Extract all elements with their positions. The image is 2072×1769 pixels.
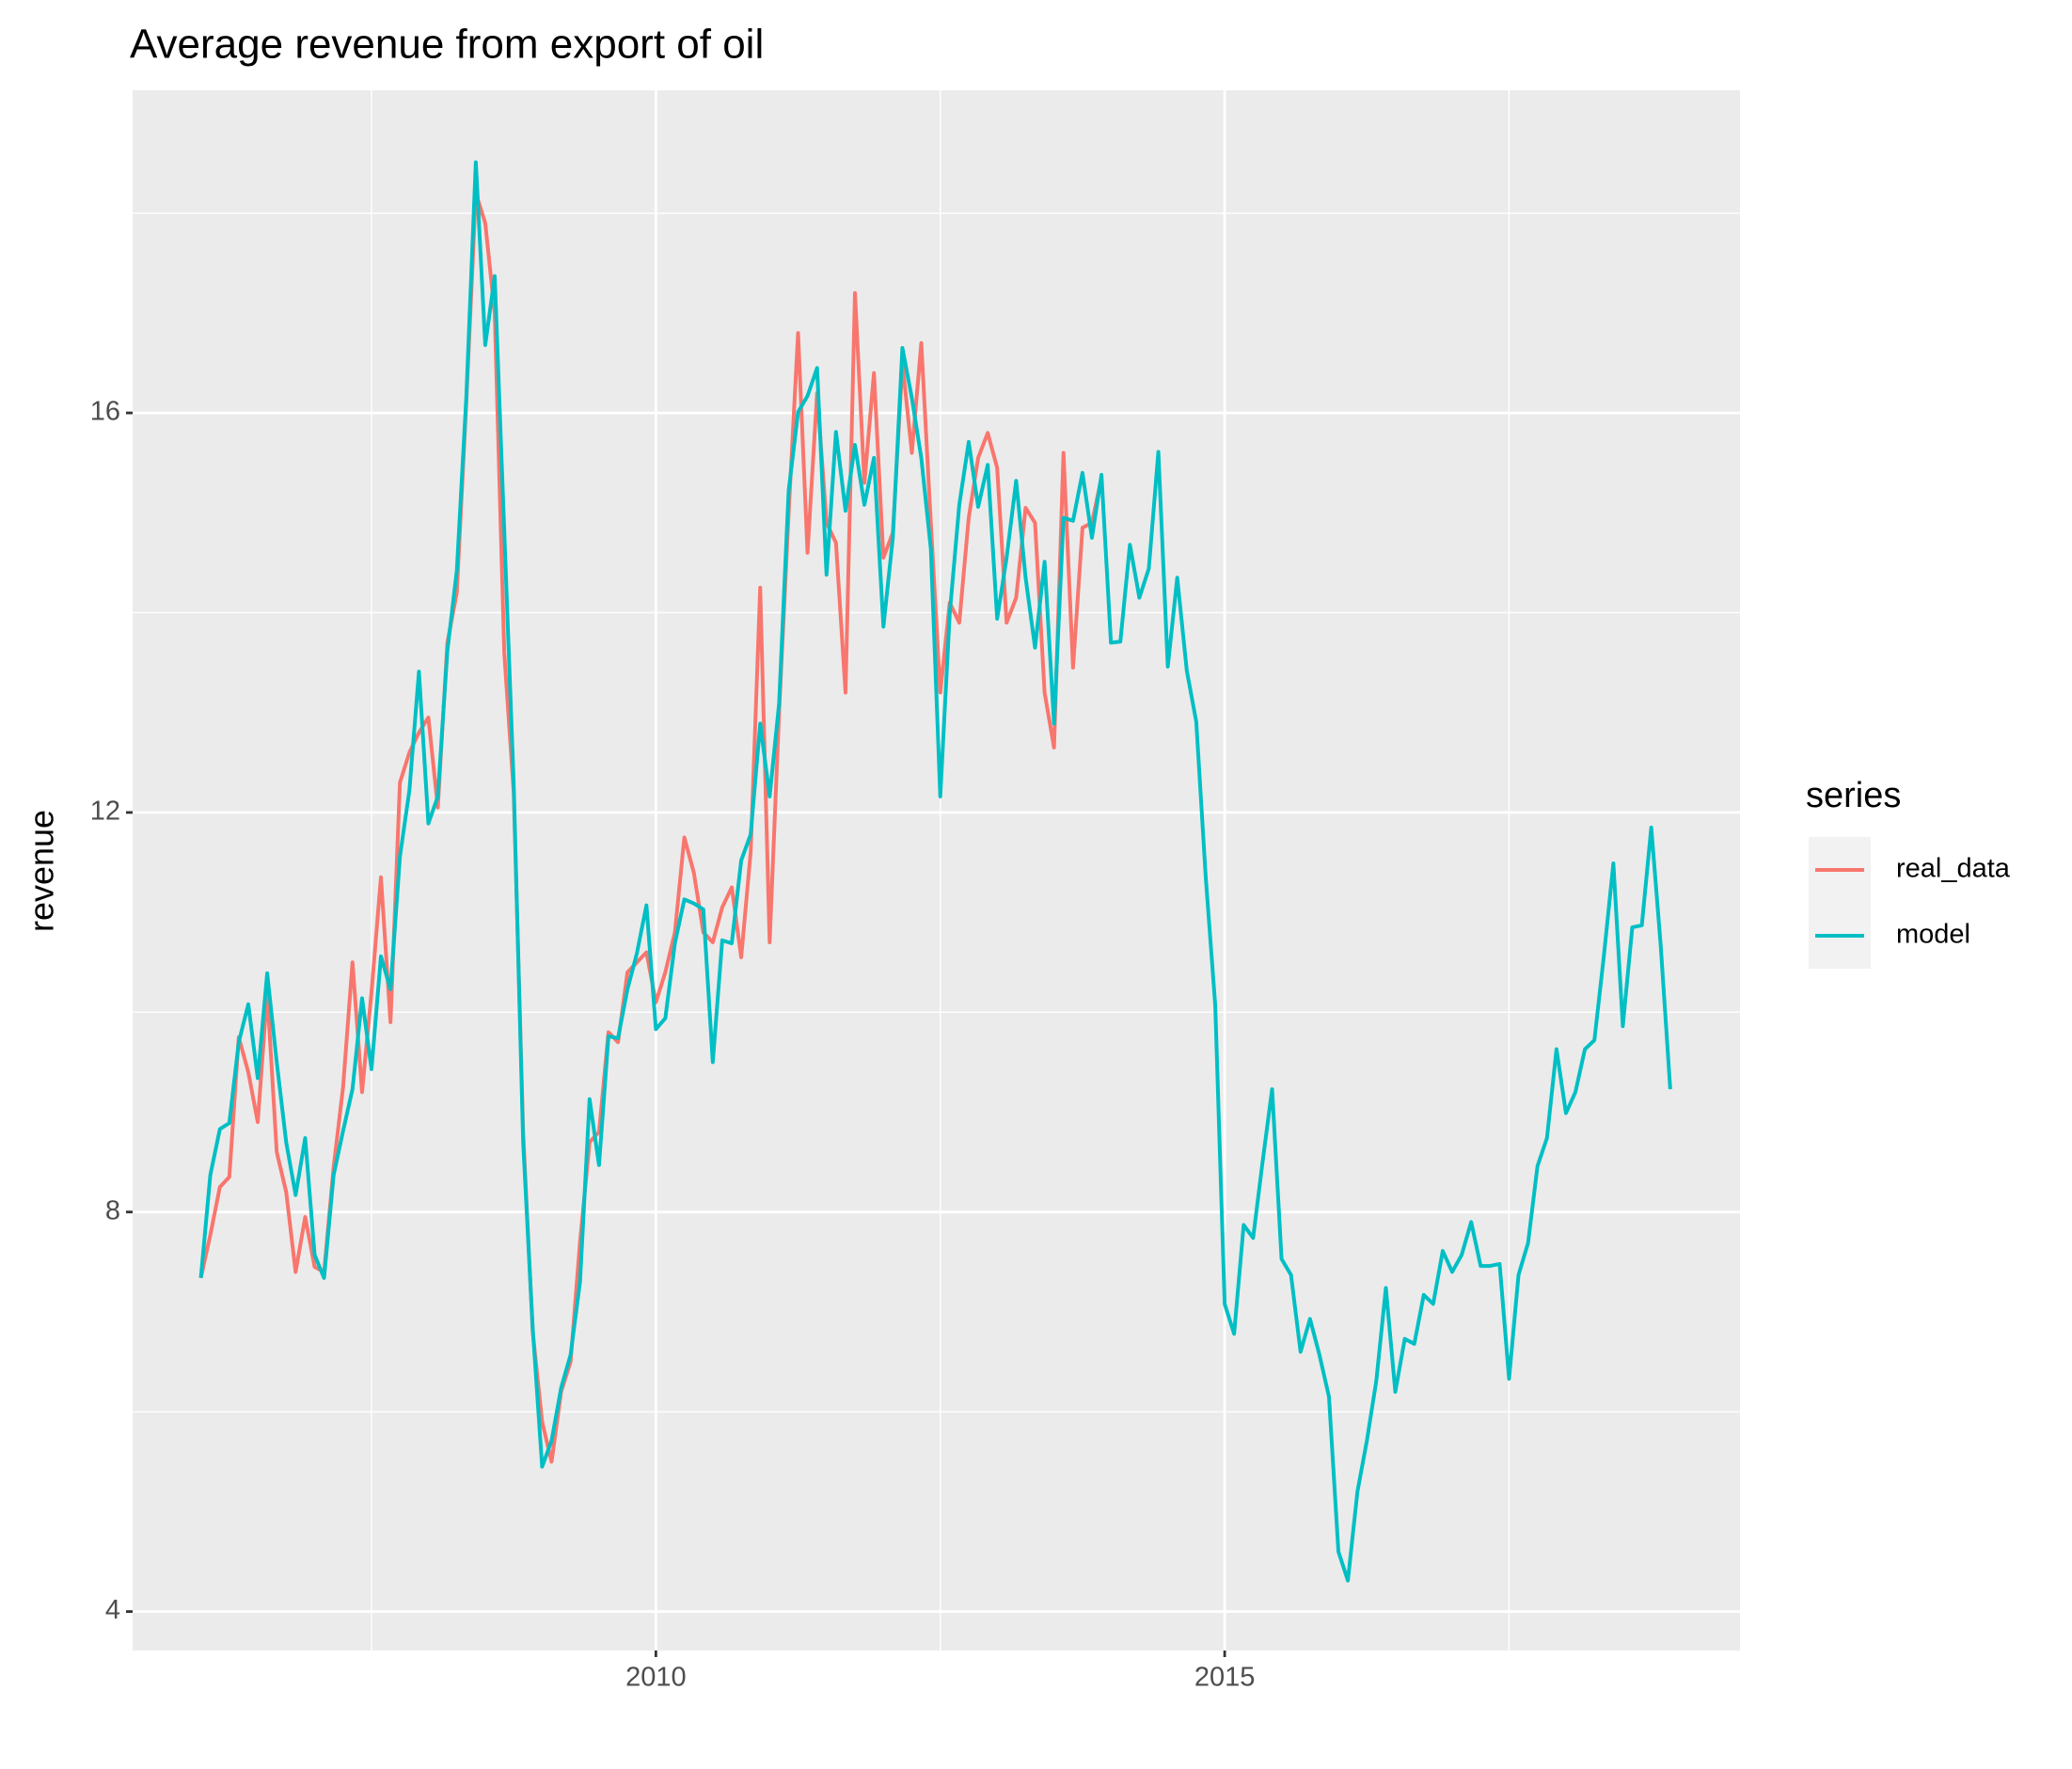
series-line xyxy=(198,160,1672,1583)
y-tick-label: 12 xyxy=(90,797,120,827)
panel-background xyxy=(133,90,1740,1651)
y-tick-label: 8 xyxy=(105,1195,120,1225)
y-tick-label: 4 xyxy=(105,1595,120,1625)
legend-title: series xyxy=(1806,776,1901,815)
legend-label: model xyxy=(1896,920,1970,950)
y-tick-label: 16 xyxy=(90,397,120,427)
chart-title: Average revenue from export of oil xyxy=(130,22,764,68)
y-axis-label: revenue xyxy=(23,810,61,932)
lines xyxy=(198,160,1672,1583)
legend-label: real_data xyxy=(1896,854,2011,884)
x-tick-label: 2010 xyxy=(625,1663,687,1693)
grid xyxy=(133,90,1740,1651)
x-tick-label: 2015 xyxy=(1194,1663,1256,1693)
